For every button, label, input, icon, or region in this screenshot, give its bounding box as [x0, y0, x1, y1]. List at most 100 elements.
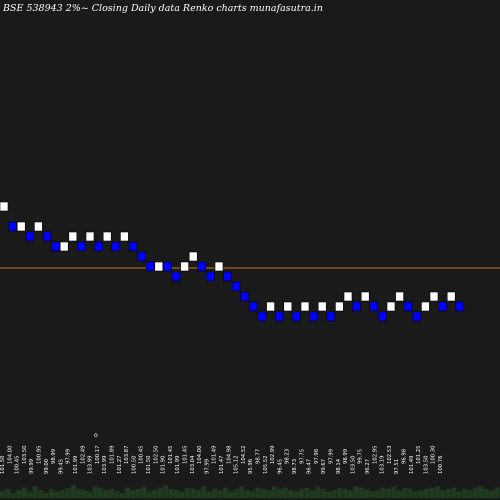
up-brick: [102, 231, 112, 242]
up-brick: [283, 301, 293, 312]
volume-bar: [70, 485, 76, 498]
volume-bar: [423, 488, 430, 498]
x-tick-label: 103.99: [88, 455, 94, 474]
volume-bar: [201, 486, 207, 498]
down-brick: [145, 261, 155, 272]
volume-bar: [59, 490, 65, 498]
down-brick: [352, 301, 361, 312]
up-brick: [360, 291, 370, 302]
x-tick-label: 105.12: [234, 455, 240, 474]
volume-bar: [5, 488, 11, 498]
x-tick-label: 103.50: [22, 445, 28, 464]
volume-bar: [163, 485, 169, 498]
volume-bar: [440, 490, 446, 498]
down-brick: [274, 311, 284, 322]
volume-bar: [358, 487, 364, 498]
x-tick-label: 97.98: [314, 448, 320, 464]
volume-bar: [130, 490, 136, 498]
volume-bar: [260, 488, 266, 498]
x-tick-label: 100.50: [131, 455, 137, 474]
x-tick-label: 101.49: [212, 445, 218, 464]
volume-bar: [391, 486, 397, 498]
volume-bar: [304, 487, 310, 498]
up-brick: [317, 301, 327, 312]
down-brick: [77, 241, 86, 252]
up-brick: [395, 291, 404, 302]
volume-bar: [108, 488, 114, 498]
volume-bar: [467, 490, 473, 498]
x-tick-label: 103.04: [190, 455, 196, 474]
x-tick-label: 100.76: [438, 455, 444, 474]
volume-bar: [456, 491, 462, 498]
volume-bar: [347, 490, 353, 498]
volume-bar: [86, 491, 93, 498]
volume-bar: [336, 487, 343, 498]
volume-bar: [141, 486, 147, 498]
volume-bar: [277, 488, 283, 498]
price-marker: o: [94, 432, 98, 439]
x-tick-label: 101.45: [183, 445, 189, 464]
volume-bar: [92, 486, 98, 498]
volume-bar: [135, 488, 141, 498]
volume-bar: [195, 490, 201, 498]
x-tick-label: 102.49: [80, 445, 86, 464]
down-brick: [8, 221, 17, 232]
volume-bar: [233, 488, 239, 498]
volume-bar: [331, 490, 337, 498]
volume-bar: [97, 487, 103, 498]
volume-bar: [418, 490, 424, 498]
down-brick: [257, 311, 267, 322]
x-tick-label: 97.99: [204, 459, 210, 474]
x-tick-label: 96.98: [402, 448, 408, 464]
x-tick-label: 101.25: [416, 445, 422, 464]
volume-bar: [125, 487, 131, 498]
down-brick: [25, 231, 35, 242]
volume-bar: [402, 487, 408, 498]
down-brick: [128, 241, 138, 252]
down-brick: [403, 301, 413, 312]
up-brick: [429, 291, 439, 302]
down-brick: [51, 241, 60, 252]
down-brick: [326, 311, 336, 322]
x-tick-label: 102.95: [372, 445, 378, 464]
volume-bar: [451, 487, 457, 498]
x-tick-label: 96.47: [307, 459, 313, 474]
volume-bar: [250, 491, 256, 498]
down-brick: [455, 301, 465, 312]
up-brick: [300, 301, 310, 312]
volume-bar: [179, 491, 185, 498]
volume-bar: [385, 488, 391, 498]
x-tick-label: 100.17: [95, 445, 101, 464]
volume-bar: [103, 490, 109, 498]
volume-bar: [380, 487, 386, 498]
volume-bar: [157, 487, 163, 498]
x-tick-label: 97.51: [394, 459, 400, 474]
x-tick-label: 97.99: [329, 449, 335, 464]
down-brick: [163, 261, 172, 272]
volume-bar: [445, 488, 451, 498]
x-tick-label: 103.50: [423, 455, 429, 474]
x-tick-label: 101.45: [168, 445, 174, 464]
up-brick: [188, 251, 198, 262]
down-brick: [292, 311, 301, 322]
x-tick-label: 100.95: [37, 445, 43, 464]
renko-bricks: [0, 201, 465, 322]
volume-bar: [315, 486, 321, 498]
volume-bar: [168, 488, 174, 498]
x-tick-label: 100.30: [431, 445, 437, 464]
volume-bar: [114, 491, 120, 498]
volume-bar: [16, 490, 22, 498]
x-tick-label: 95.96: [248, 458, 254, 474]
down-brick: [94, 241, 103, 252]
volume-bar: [434, 486, 440, 498]
x-tick-label: 101.27: [117, 455, 123, 474]
x-tick-label: 105.52: [263, 455, 269, 474]
volume-bar: [472, 487, 478, 498]
up-brick: [85, 231, 95, 242]
up-brick: [343, 291, 353, 302]
x-tick-label: 101.99: [73, 455, 79, 474]
volume-bar: [54, 491, 60, 498]
volume-bar: [206, 491, 212, 498]
volume-bar: [211, 488, 218, 498]
x-tick-label: 103.19: [380, 455, 386, 474]
